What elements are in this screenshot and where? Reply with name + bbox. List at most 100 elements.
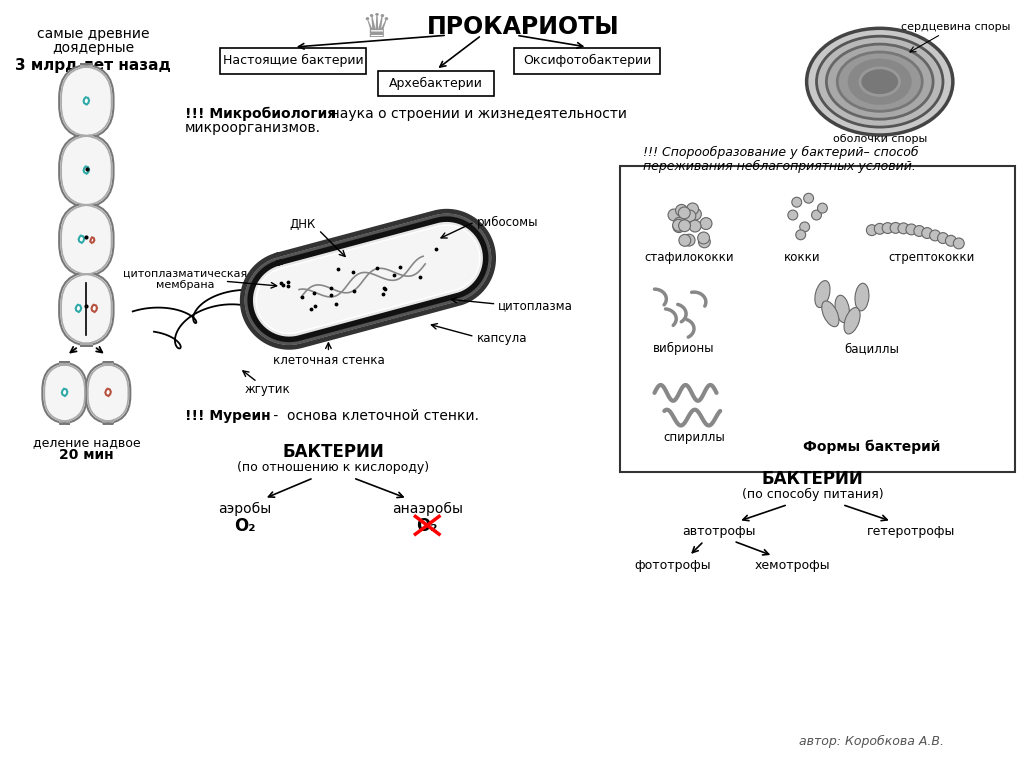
Circle shape [906,224,916,235]
Text: оболочки споры: оболочки споры [833,134,927,144]
Circle shape [674,217,685,229]
Circle shape [675,219,687,231]
Circle shape [812,210,821,220]
FancyBboxPatch shape [61,204,112,275]
FancyBboxPatch shape [61,135,112,206]
Text: (по способу питания): (по способу питания) [741,488,884,502]
Circle shape [938,233,948,243]
Ellipse shape [835,295,850,323]
Text: вибрионы: вибрионы [653,342,715,355]
Text: -  основа клеточной стенки.: - основа клеточной стенки. [269,409,479,422]
Circle shape [678,207,690,219]
Polygon shape [250,219,485,339]
Circle shape [679,234,691,247]
Circle shape [890,223,901,233]
Polygon shape [243,211,494,347]
FancyBboxPatch shape [59,272,114,346]
Text: переживания неблагоприятных условий.: переживания неблагоприятных условий. [643,160,915,173]
Ellipse shape [815,280,830,307]
Ellipse shape [822,301,839,326]
Polygon shape [84,167,89,174]
Text: 3 млрд лет назад: 3 млрд лет назад [15,58,171,74]
FancyBboxPatch shape [88,364,128,422]
Text: Оксифотобактерии: Оксифотобактерии [523,55,651,68]
Text: автотрофы: автотрофы [682,525,756,538]
Circle shape [700,217,712,230]
Bar [620,166,1015,472]
Polygon shape [76,305,81,312]
FancyBboxPatch shape [86,362,130,423]
Circle shape [787,210,798,220]
Ellipse shape [855,283,869,311]
Text: хемотрофы: хемотрофы [755,559,830,572]
Circle shape [683,234,695,246]
Text: сердцевина споры: сердцевина споры [901,22,1011,32]
Circle shape [930,230,940,241]
FancyBboxPatch shape [42,362,87,423]
Text: гетеротрофы: гетеротрофы [867,525,955,538]
Text: деление надвое: деление надвое [33,435,140,449]
Text: 20 мин: 20 мин [59,449,114,462]
Text: кокки: кокки [784,251,821,264]
Polygon shape [84,98,89,104]
Circle shape [687,203,698,215]
Circle shape [883,223,893,233]
Text: ПРОКАРИОТЫ: ПРОКАРИОТЫ [427,15,620,39]
Bar [220,48,366,74]
Circle shape [673,220,684,231]
Circle shape [698,236,711,248]
Polygon shape [79,236,84,243]
Circle shape [953,238,965,249]
Text: ДНК: ДНК [289,218,315,231]
Text: Формы бактерий: Формы бактерий [803,440,940,455]
Circle shape [874,223,885,234]
Circle shape [913,226,925,237]
Text: !!! Спорообразование у бактерий– способ: !!! Спорообразование у бактерий– способ [643,146,919,159]
Circle shape [689,208,701,220]
Text: БАКТЕРИИ: БАКТЕРИИ [762,470,863,488]
Circle shape [697,232,710,244]
Ellipse shape [826,44,933,119]
Text: аэробы: аэробы [218,502,271,515]
Circle shape [676,204,687,217]
Circle shape [817,204,827,213]
Text: капсула: капсула [476,332,527,345]
Ellipse shape [807,28,953,135]
Text: O₂: O₂ [233,518,255,535]
Circle shape [679,220,690,232]
Polygon shape [105,389,111,396]
Circle shape [800,222,810,232]
Circle shape [681,211,693,223]
Text: самые древние: самые древние [37,27,150,41]
Text: O₂: O₂ [417,518,438,535]
Text: цитоплазматическая
мембрана: цитоплазматическая мембрана [123,269,247,290]
Bar [378,71,495,97]
Text: Архебактерии: Архебактерии [389,77,483,90]
FancyBboxPatch shape [59,134,114,207]
Circle shape [804,194,813,204]
Text: !!! Микробиология: !!! Микробиология [185,107,336,121]
Text: цитоплазма: цитоплазма [499,300,573,313]
Text: (по отношению к кислороду): (по отношению к кислороду) [238,462,429,475]
Ellipse shape [844,307,860,334]
FancyBboxPatch shape [59,203,114,276]
Circle shape [792,197,802,207]
Text: автор: Коробкова А.В.: автор: Коробкова А.В. [800,735,944,748]
Text: фототрофы: фототрофы [634,559,711,572]
Polygon shape [256,225,480,333]
Polygon shape [61,389,68,396]
Text: доядерные: доядерные [52,41,134,55]
Text: стрептококки: стрептококки [888,251,974,264]
Text: Настоящие бактерии: Настоящие бактерии [222,55,364,68]
FancyBboxPatch shape [59,65,114,138]
Text: - наука о строении и жизнедеятельности: - наука о строении и жизнедеятельности [316,108,627,121]
Text: клеточная стенка: клеточная стенка [272,354,384,367]
FancyBboxPatch shape [61,66,112,137]
Text: стафилококки: стафилококки [644,251,734,264]
Text: бациллы: бациллы [845,342,899,355]
Circle shape [945,235,956,247]
Text: жгутик: жгутик [245,383,290,396]
Text: микроорганизмов.: микроорганизмов. [185,121,322,135]
Circle shape [673,220,685,233]
Bar [514,48,660,74]
